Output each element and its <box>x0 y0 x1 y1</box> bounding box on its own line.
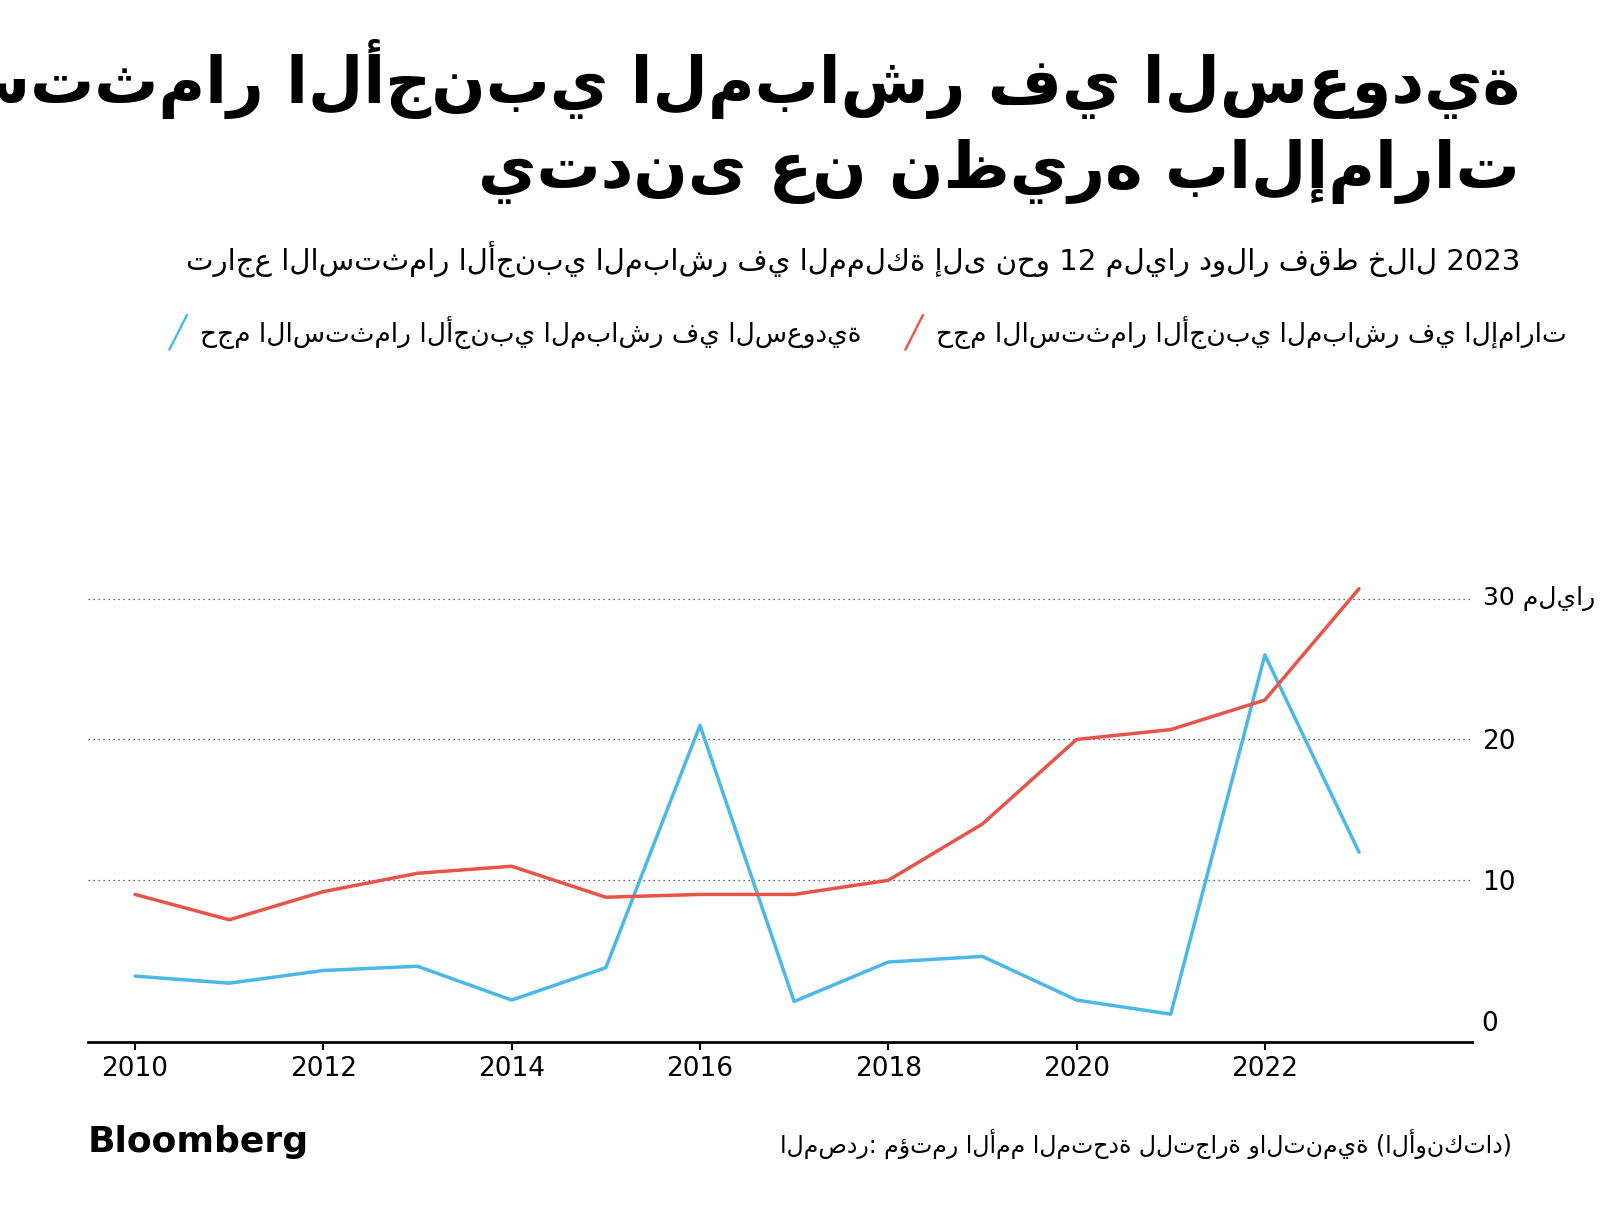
Text: يتدنى عن نظيره بالإمارات: يتدنى عن نظيره بالإمارات <box>478 139 1520 204</box>
Text: الاستثمار الأجنبي المباشر في السعودية: الاستثمار الأجنبي المباشر في السعودية <box>0 39 1520 118</box>
Text: ╱: ╱ <box>168 315 186 351</box>
Text: ╱: ╱ <box>904 315 922 351</box>
Text: حجم الاستثمار الأجنبي المباشر في السعودية: حجم الاستثمار الأجنبي المباشر في السعودي… <box>200 316 861 349</box>
Text: Bloomberg: Bloomberg <box>88 1125 309 1159</box>
Text: 30 مليار دولار: 30 مليار دولار <box>1483 586 1600 611</box>
Text: حجم الاستثمار الأجنبي المباشر في الإمارات: حجم الاستثمار الأجنبي المباشر في الإمارا… <box>936 316 1566 349</box>
Text: تراجع الاستثمار الأجنبي المباشر في المملكة إلى نحو 12 مليار دولار فقط خلال 2023: تراجع الاستثمار الأجنبي المباشر في الممل… <box>186 241 1520 277</box>
Text: المصدر: مؤتمر الأمم المتحدة للتجارة والتنمية (الأونكتاد): المصدر: مؤتمر الأمم المتحدة للتجارة والت… <box>781 1129 1512 1159</box>
